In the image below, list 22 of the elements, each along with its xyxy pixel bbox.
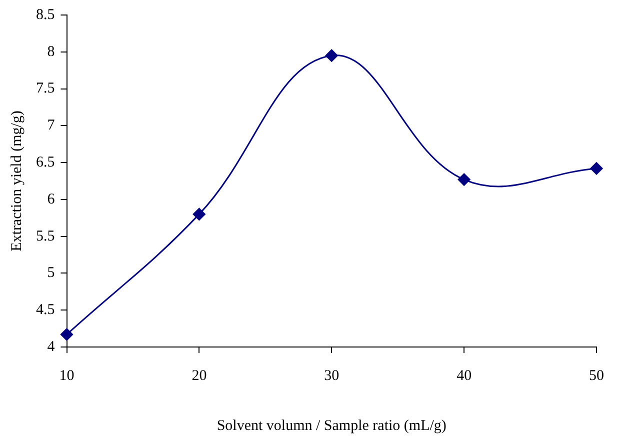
y-tick-label: 7.5 bbox=[36, 80, 55, 97]
y-tick-label: 6.5 bbox=[36, 154, 55, 170]
x-axis-title: Solvent volumn / Sample ratio (mL/g) bbox=[216, 418, 446, 434]
y-tick-label: 4 bbox=[47, 338, 56, 355]
x-tick-label: 10 bbox=[59, 368, 74, 384]
y-tick-label: 4.5 bbox=[36, 302, 55, 318]
y-tick-label: 5.5 bbox=[36, 228, 55, 244]
x-tick-label: 40 bbox=[456, 368, 472, 384]
point bbox=[60, 328, 73, 341]
y-axis-title: Extraction yield (mg/g) bbox=[8, 110, 25, 252]
point bbox=[325, 49, 338, 62]
x-tick-label: 30 bbox=[324, 368, 340, 384]
x-tick-label: 50 bbox=[589, 368, 604, 384]
y-tick-label: 8.5 bbox=[36, 6, 55, 23]
point bbox=[458, 173, 470, 186]
y-tick-label: 7 bbox=[47, 118, 56, 134]
x-tick-label: 20 bbox=[192, 368, 207, 384]
y-tick-label: 6 bbox=[47, 191, 56, 208]
point bbox=[590, 162, 603, 175]
point bbox=[192, 208, 206, 220]
y-tick-label: 8 bbox=[47, 44, 55, 60]
y-tick-label: 5 bbox=[47, 265, 55, 282]
